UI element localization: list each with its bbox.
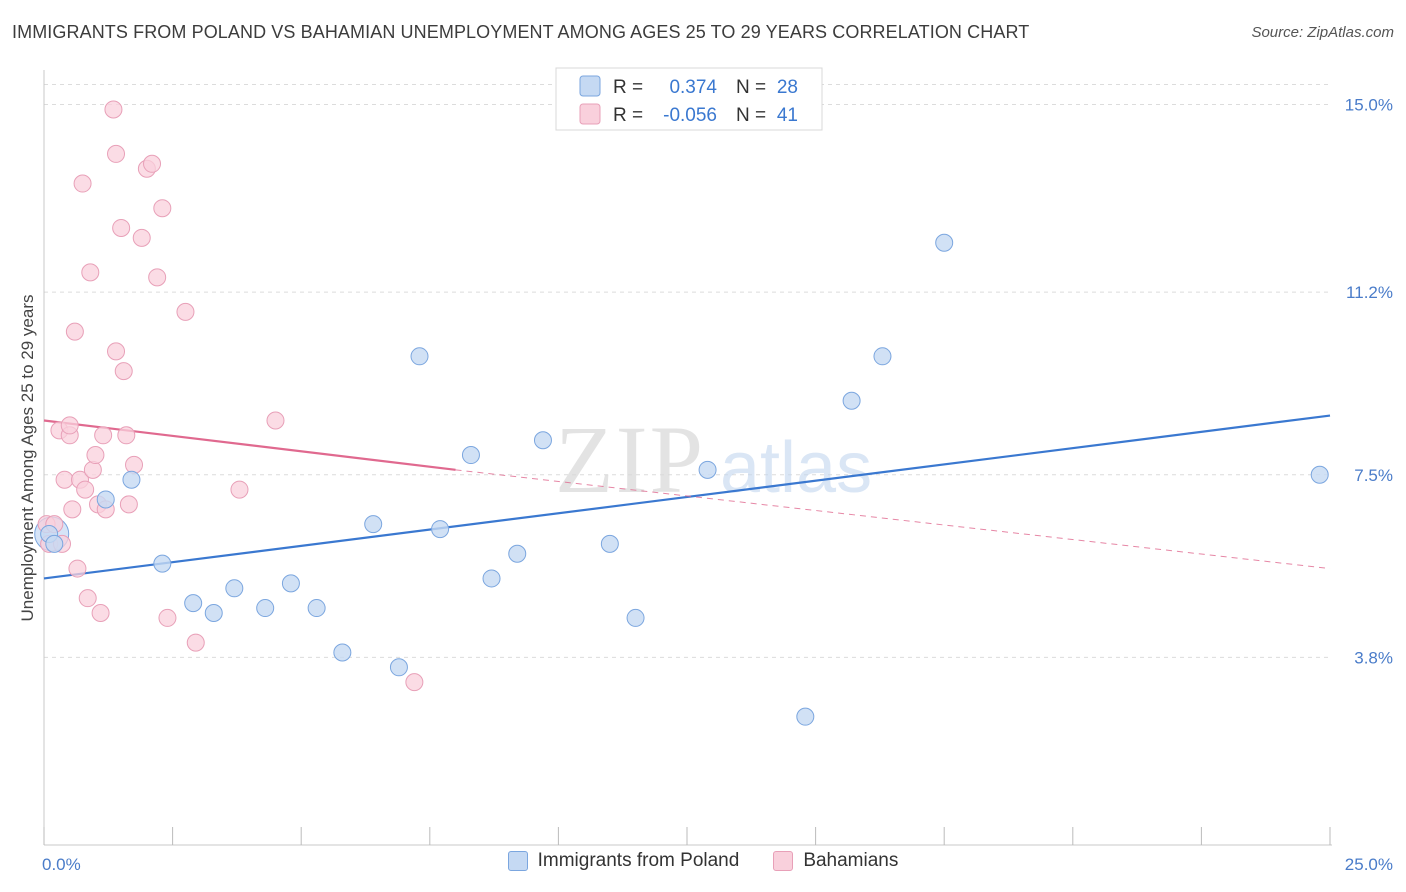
chart-source: Source: ZipAtlas.com [1251,24,1394,41]
point-poland-8 [281,574,300,593]
point-bahamians-10 [68,559,87,578]
point-poland-11 [364,515,383,534]
point-poland-2 [122,470,141,489]
point-poland-6 [225,579,244,598]
point-poland-26 [1310,465,1329,484]
point-bahamians-39 [266,411,285,430]
point-bahamians-35 [158,608,177,627]
point-poland-22 [796,707,815,726]
bottom-legend-item-poland: Immigrants from Poland [507,850,740,872]
point-poland-23 [842,391,861,410]
point-bahamians-24 [107,144,126,163]
point-bahamians-12 [73,174,92,193]
y-tick-label-0: 3.8% [1354,648,1393,667]
point-poland-21 [698,460,717,479]
bottom-legend-label-poland: Immigrants from Poland [537,850,740,871]
point-bahamians-29 [125,455,144,474]
legend-n-value-1: 28 [777,77,798,98]
legend-r-value-1: 0.374 [669,77,717,98]
point-bahamians-19 [91,603,110,622]
chart-title: IMMIGRANTS FROM POLAND VS BAHAMIAN UNEMP… [12,22,1030,42]
point-bahamians-34 [153,199,172,218]
point-bahamians-20 [94,426,113,445]
point-poland-4 [184,594,203,613]
point-poland-3 [153,554,172,573]
legend: R = 0.374 N = 28 R = -0.056 N = 41 [555,67,823,131]
y-axis-title: Unemployment Among Ages 25 to 29 years [18,295,37,622]
y-tick-labels: 3.8% 7.5% 11.2% 15.0% [1345,96,1393,668]
point-bahamians-26 [114,362,133,381]
point-bahamians-22 [104,100,123,119]
point-poland-10 [333,643,352,662]
trend-line-bahamians [43,419,456,471]
gridlines [44,84,1330,658]
point-bahamians-9 [65,322,84,341]
y-tick-label-1: 7.5% [1354,466,1393,485]
legend-r-label-2: R = [613,105,643,126]
point-bahamians-8 [63,500,82,519]
bottom-legend: Immigrants from Poland Bahamians [0,850,1406,872]
point-bahamians-15 [81,263,100,282]
watermark: ZIP atlas [555,406,872,513]
point-bahamians-5 [55,470,74,489]
point-bahamians-13 [76,480,95,499]
point-bahamians-28 [119,495,138,514]
point-bahamians-36 [176,302,195,321]
point-bahamians-38 [230,480,249,499]
point-bahamians-27 [117,426,136,445]
point-bahamians-7 [60,416,79,435]
legend-n-value-2: 41 [777,105,798,126]
point-poland-1 [96,490,115,509]
y-tick-label-3: 15.0% [1345,96,1393,115]
bottom-legend-swatch-blue [507,851,528,871]
legend-swatch-pink [579,103,601,125]
legend-n-label-2: N = [736,105,766,126]
point-poland-24 [873,347,892,366]
point-bahamians-33 [148,268,167,287]
bottom-legend-swatch-pink [773,851,794,871]
trend-line-poland [43,414,1331,580]
legend-n-label-1: N = [736,77,766,98]
point-bahamians-16 [83,460,102,479]
point-bahamians-32 [143,154,162,173]
data-points [34,100,1329,726]
point-bahamians-40 [405,673,424,692]
point-poland-9 [307,599,326,618]
point-poland-18 [533,431,552,450]
legend-swatch-blue [579,75,601,97]
bottom-legend-label-bahamians: Bahamians [803,850,899,871]
legend-r-value-2: -0.056 [663,105,717,126]
point-bahamians-17 [86,446,105,465]
point-poland-16 [482,569,501,588]
point-poland-14 [431,520,450,539]
point-poland-17 [508,544,527,563]
axes [43,70,1332,846]
x-tick-label-1: 25.0% [1345,855,1393,874]
y-tick-label-2: 11.2% [1346,283,1393,302]
point-poland-13 [410,347,429,366]
point-poland-7 [256,599,275,618]
watermark-atlas: atlas [720,428,872,508]
point-bahamians-37 [186,633,205,652]
trend-lines [43,414,1331,580]
point-poland-12 [389,658,408,677]
point-poland-15 [461,446,480,465]
point-poland-27 [45,534,64,553]
point-bahamians-23 [107,342,126,361]
point-bahamians-30 [132,228,151,247]
point-bahamians-14 [78,589,97,608]
x-tick-label-0: 0.0% [42,855,81,874]
bottom-legend-item-bahamians: Bahamians [773,850,898,872]
point-bahamians-25 [112,218,131,237]
point-poland-20 [626,608,645,627]
legend-r-label-1: R = [613,77,643,98]
point-poland-19 [600,534,619,553]
point-poland-25 [935,233,954,252]
trend-line-bahamians-extension [455,469,1331,570]
x-ticks: 0.0% 25.0% [42,827,1393,874]
point-poland-5 [204,603,223,622]
